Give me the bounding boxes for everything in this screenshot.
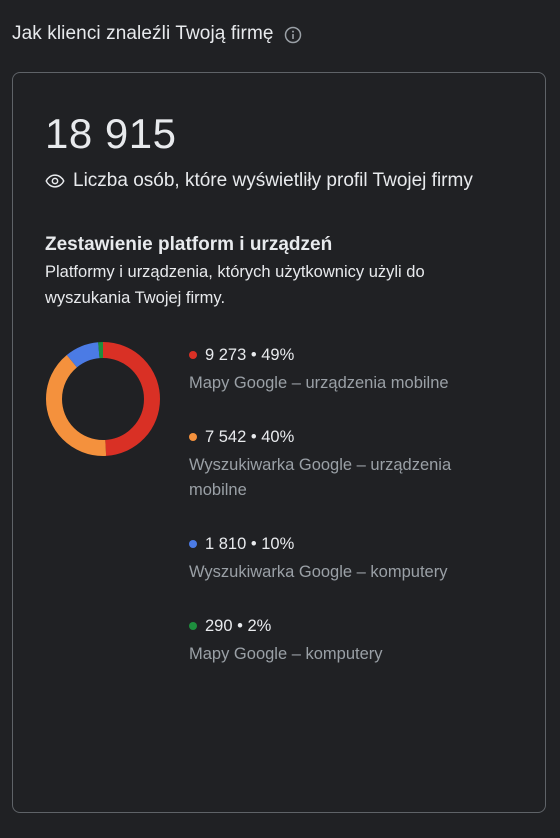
donut-slice-maps-desktop (46, 342, 160, 456)
legend-value: 290 • 2% (205, 616, 272, 635)
section-header: Jak klienci znaleźli Twoją firmę (12, 20, 302, 48)
legend-label: Wyszukiwarka Google – urządzenia mobilne (189, 456, 452, 499)
legend-color-dot (189, 622, 197, 630)
legend-value-row: 290 • 2% (189, 614, 509, 638)
insights-card: 18 915 Liczba osób, które wyświetliły pr… (12, 72, 546, 813)
legend-color-dot (189, 351, 197, 359)
page-title: Jak klienci znaleźli Twoją firmę (12, 23, 274, 44)
total-views-value: 18 915 (45, 110, 177, 157)
breakdown-description: Platformy i urządzenia, których użytkown… (45, 263, 425, 307)
info-icon[interactable] (284, 26, 302, 44)
legend-item: 7 542 • 40% Wyszukiwarka Google – urządze… (189, 425, 509, 503)
views-caption: Liczba osób, które wyświetliły profil Tw… (45, 167, 473, 195)
legend-value-row: 1 810 • 10% (189, 532, 509, 556)
legend-label: Wyszukiwarka Google – komputery (189, 563, 448, 581)
legend-color-dot (189, 540, 197, 548)
donut-slice-search-mobile (46, 342, 160, 456)
legend-color-dot (189, 433, 197, 441)
legend-value: 1 810 • 10% (205, 534, 295, 553)
breakdown-title: Zestawienie platform i urządzeń (45, 234, 333, 255)
legend-value-row: 9 273 • 49% (189, 343, 509, 367)
legend-label: Mapy Google – urządzenia mobilne (189, 374, 449, 392)
views-label: Liczba osób, które wyświetliły profil Tw… (73, 170, 473, 191)
legend-value: 7 542 • 40% (205, 427, 295, 446)
legend-item: 290 • 2% Mapy Google – komputery (189, 614, 509, 667)
legend-label: Mapy Google – komputery (189, 645, 383, 663)
eye-icon (45, 171, 65, 191)
legend-value-row: 7 542 • 40% (189, 425, 509, 449)
legend-item: 1 810 • 10% Wyszukiwarka Google – kompute… (189, 532, 509, 585)
legend-item: 9 273 • 49% Mapy Google – urządzenia mobi… (189, 343, 509, 396)
platform-donut-chart (46, 342, 160, 456)
legend-value: 9 273 • 49% (205, 345, 295, 364)
